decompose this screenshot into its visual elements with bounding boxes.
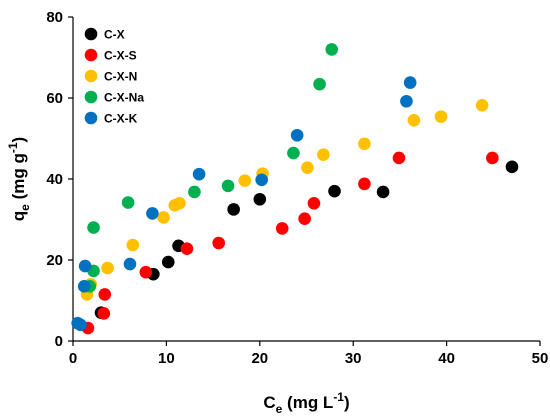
y-axis-title-close: )	[9, 137, 28, 143]
data-point	[328, 184, 341, 198]
x-tick-label: 40	[438, 350, 455, 367]
y-axis-title: qe (mg g-1)	[6, 137, 32, 221]
legend-label: C-X-S	[104, 49, 137, 63]
data-point	[403, 76, 417, 89]
data-point	[505, 160, 519, 174]
x-axis-title: Ce (mg L-1)	[263, 390, 349, 416]
y-tick-label: 60	[46, 90, 63, 107]
data-point	[392, 151, 406, 165]
y-axis-title-unit: (mg g	[9, 153, 28, 204]
x-axis-title-sub: e	[276, 402, 283, 416]
legend-item: C-X-K	[84, 111, 138, 126]
data-point	[139, 265, 153, 279]
data-point	[157, 211, 170, 224]
legend-marker	[84, 111, 98, 125]
data-point	[173, 197, 186, 210]
data-point	[253, 192, 267, 206]
y-axis-title-sub: e	[18, 204, 32, 211]
legend-label: C-X	[104, 28, 125, 42]
legend-label: C-X-N	[104, 70, 137, 84]
data-point	[77, 280, 91, 293]
legend-item: C-X-S	[84, 48, 137, 63]
data-point	[298, 212, 311, 225]
legend-marker	[84, 69, 98, 83]
legend-marker	[84, 48, 98, 62]
x-axis-title-sup: -1	[333, 390, 344, 404]
data-point	[313, 77, 326, 91]
data-point	[275, 222, 289, 235]
data-point	[227, 203, 240, 216]
x-axis-title-main: C	[263, 393, 275, 412]
data-point	[98, 288, 112, 301]
x-tick-label: 0	[69, 350, 77, 367]
legend-label: C-X-Na	[104, 91, 144, 105]
data-point	[255, 173, 268, 187]
x-tick-label: 10	[158, 350, 175, 367]
data-point	[188, 185, 201, 199]
legend-label: C-X-K	[104, 112, 138, 126]
data-point	[407, 113, 421, 127]
x-tick-label: 30	[345, 350, 362, 367]
data-point	[287, 146, 300, 160]
legend-marker	[84, 27, 98, 41]
legend-item: C-X-N	[84, 69, 137, 84]
data-point	[486, 151, 499, 165]
data-point	[307, 197, 321, 210]
data-point	[221, 179, 235, 193]
data-point	[317, 148, 330, 161]
data-point	[212, 236, 226, 250]
data-point	[301, 161, 314, 174]
x-tick-label: 50	[532, 350, 549, 367]
axes	[72, 17, 540, 342]
legend-item: C-X-Na	[84, 90, 144, 105]
y-tick-label: 0	[55, 333, 63, 350]
y-tick-label: 40	[46, 171, 63, 188]
data-point	[161, 255, 175, 269]
data-point	[325, 43, 339, 56]
y-axis-title-main: q	[9, 211, 28, 221]
data-point	[180, 242, 194, 255]
axis-ticks: 0 10 20 30 40 50 0 20 40 60 80	[46, 9, 548, 367]
legend-item: C-X	[84, 27, 125, 42]
data-point	[126, 238, 140, 252]
data-point	[238, 174, 252, 187]
data-point	[123, 257, 137, 271]
data-point	[192, 167, 206, 181]
y-tick-label: 20	[46, 252, 63, 269]
series-c-x	[94, 160, 519, 319]
series-c-x-k	[71, 76, 417, 332]
data-point	[87, 221, 100, 234]
x-axis-title-close: )	[344, 393, 350, 412]
data-point	[101, 261, 114, 275]
data-point	[121, 196, 135, 209]
y-tick-label: 80	[46, 9, 63, 26]
data-points	[71, 43, 519, 335]
data-point	[376, 185, 390, 199]
data-point	[358, 137, 371, 151]
data-point	[146, 207, 159, 220]
data-point	[78, 259, 92, 273]
x-tick-label: 20	[251, 350, 268, 367]
y-axis-title-sup: -1	[6, 142, 20, 153]
x-axis-title-unit: (mg L	[282, 393, 333, 412]
data-point	[358, 177, 371, 191]
data-point	[400, 94, 413, 108]
series-c-x-s	[81, 151, 499, 335]
data-point	[475, 98, 489, 112]
data-point	[290, 128, 304, 142]
data-point	[74, 318, 87, 332]
legend-marker	[84, 90, 98, 104]
legend: C-X C-X-S C-X-N C-X-Na C-X-K	[84, 27, 144, 126]
data-point	[97, 307, 111, 320]
data-point	[434, 110, 448, 123]
